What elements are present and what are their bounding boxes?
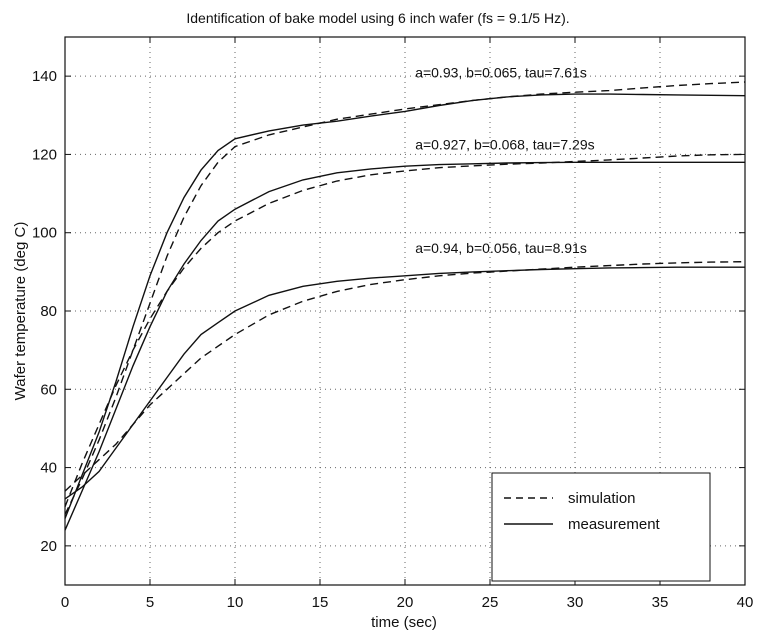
x-tick-label: 5 xyxy=(146,594,154,611)
simulation-series-line xyxy=(64,81,746,515)
annotation-layer: a=0.93, b=0.065, tau=7.61s a=0.927, b=0.0… xyxy=(415,65,594,256)
grid-layer xyxy=(65,37,745,585)
measurement-series-line xyxy=(64,161,745,531)
y-axis-label: Wafer temperature (deg C) xyxy=(12,222,29,401)
x-axis-label: time (sec) xyxy=(371,614,437,631)
plot-frame xyxy=(64,36,746,586)
parameter-annotation: a=0.93, b=0.065, tau=7.61s xyxy=(415,65,587,81)
axis-layer: 0 5 10 15 20 25 30 35 40 20 40 60 80 100 120 140 xyxy=(32,36,754,611)
x-tick-label: 0 xyxy=(61,594,69,611)
y-tick-label: 40 xyxy=(40,460,57,477)
chart-title: Identification of bake model using 6 inc… xyxy=(186,10,569,26)
x-tick-label: 35 xyxy=(652,594,669,611)
y-tick-label: 100 xyxy=(32,225,57,242)
x-tick-label: 30 xyxy=(567,594,584,611)
x-tick-label: 40 xyxy=(737,594,754,611)
y-tick-label: 140 xyxy=(32,68,57,85)
legend-simulation-label: simulation xyxy=(568,490,636,507)
simulation-series-line xyxy=(64,261,746,492)
y-tick-label: 120 xyxy=(32,146,57,163)
series-layer xyxy=(64,81,746,531)
parameter-annotation: a=0.94, b=0.056, tau=8.91s xyxy=(415,240,587,256)
simulation-series-line xyxy=(64,153,746,507)
legend: simulation measurement xyxy=(491,472,711,582)
x-tick-label: 20 xyxy=(397,594,414,611)
y-tick-label: 20 xyxy=(40,538,57,555)
legend-measurement-label: measurement xyxy=(568,516,661,533)
x-tick-label: 10 xyxy=(227,594,244,611)
measurement-series-line xyxy=(64,266,745,500)
y-tick-label: 80 xyxy=(40,303,57,320)
parameter-annotation: a=0.927, b=0.068, tau=7.29s xyxy=(415,137,594,153)
x-tick-label: 25 xyxy=(482,594,499,611)
y-tick-label: 60 xyxy=(40,381,57,398)
x-tick-label: 15 xyxy=(312,594,329,611)
legend-box xyxy=(491,472,711,582)
